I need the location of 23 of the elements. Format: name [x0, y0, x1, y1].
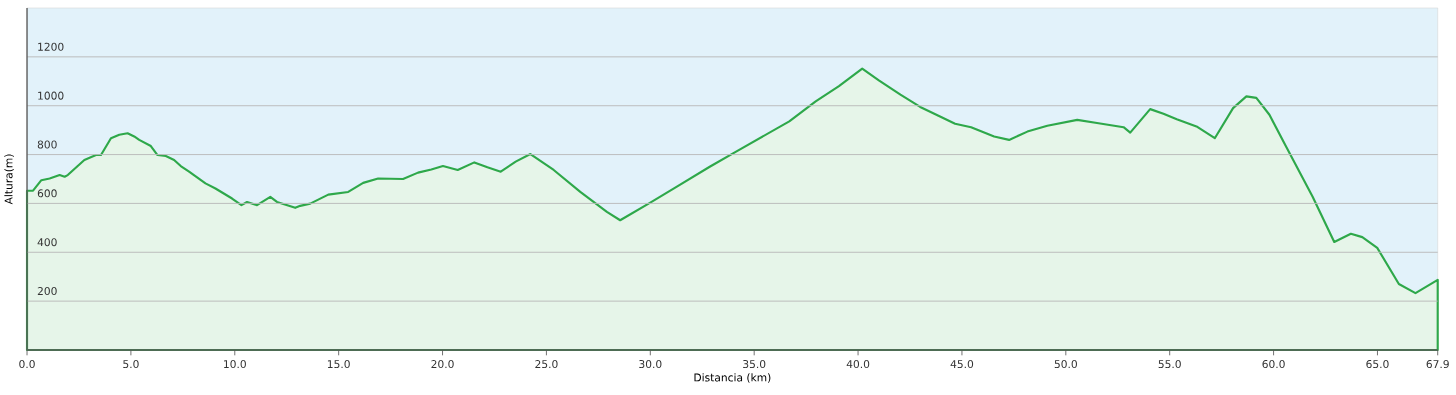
x-tick-label: 40.0: [846, 360, 870, 369]
y-tick-label: 200: [37, 287, 57, 296]
y-axis-title: Altura(m): [4, 154, 14, 205]
y-tick-label: 400: [37, 238, 57, 247]
x-tick-label: 15.0: [327, 360, 350, 369]
x-tick-label: 67.9: [1426, 360, 1449, 369]
x-tick-label: 60.0: [1262, 360, 1285, 369]
y-tick-label: 800: [37, 140, 57, 149]
x-tick-label: 10.0: [224, 360, 246, 369]
x-tick-label: 0.0: [19, 360, 35, 369]
x-tick-label: 20.0: [431, 360, 454, 369]
y-tick-label: 600: [37, 189, 57, 198]
x-tick-label: 55.0: [1158, 360, 1181, 369]
x-tick-label: 30.0: [639, 360, 662, 369]
x-tick-label: 45.0: [950, 360, 974, 369]
x-axis-title: Distancia (km): [694, 373, 771, 383]
y-tick-label: 1000: [38, 91, 64, 100]
x-tick-label: 5.0: [123, 360, 139, 369]
x-tick-label: 35.0: [743, 360, 766, 369]
x-tick-label: 25.0: [535, 360, 558, 369]
x-tick-label: 50.0: [1054, 360, 1077, 369]
x-tick-label: 65.0: [1366, 360, 1389, 369]
y-tick-label: 1200: [38, 42, 64, 51]
